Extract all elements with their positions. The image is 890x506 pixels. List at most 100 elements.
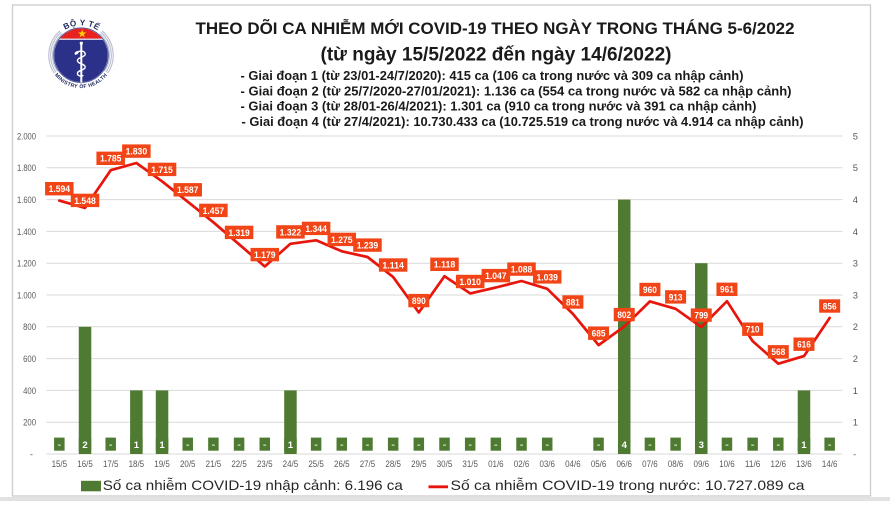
svg-text:2: 2 [853, 321, 858, 332]
svg-text:600: 600 [23, 354, 36, 364]
svg-text:4: 4 [622, 440, 628, 451]
svg-text:1: 1 [159, 440, 165, 451]
svg-text:20/5: 20/5 [180, 458, 196, 469]
svg-text:16/5: 16/5 [77, 458, 93, 469]
svg-text:19/5: 19/5 [154, 458, 170, 469]
svg-text:02/6: 02/6 [514, 458, 530, 469]
svg-text:1.039: 1.039 [536, 272, 558, 283]
svg-text:5: 5 [853, 162, 858, 173]
svg-text:799: 799 [694, 310, 708, 321]
svg-text:3: 3 [853, 289, 858, 300]
svg-text:710: 710 [746, 325, 760, 336]
svg-text:3: 3 [699, 440, 704, 451]
svg-text:Số ca nhiễm COVID-19 nhập cảnh: Số ca nhiễm COVID-19 nhập cảnh: 6.196 ca [103, 478, 403, 493]
svg-text:08/6: 08/6 [668, 458, 684, 469]
svg-text:21/5: 21/5 [206, 458, 222, 469]
svg-text:961: 961 [720, 285, 734, 296]
svg-text:802: 802 [617, 310, 631, 321]
svg-text:881: 881 [566, 297, 580, 308]
svg-text:07/6: 07/6 [642, 458, 658, 469]
svg-text:568: 568 [771, 347, 785, 358]
svg-text:685: 685 [592, 329, 606, 340]
svg-text:17/5: 17/5 [103, 458, 119, 469]
svg-text:10/6: 10/6 [719, 458, 735, 469]
svg-text:1.000: 1.000 [17, 290, 36, 300]
svg-text:1: 1 [288, 440, 294, 451]
svg-text:- Giai đoạn 1 (từ 23/01-24/7/2: - Giai đoạn 1 (từ 23/01-24/7/2020): 415 … [241, 68, 744, 83]
svg-text:- Giai đoạn 3 (từ 28/01-26/4/2: - Giai đoạn 3 (từ 28/01-26/4/2021): 1.30… [241, 99, 757, 114]
svg-text:15/5: 15/5 [52, 458, 68, 469]
svg-text:1: 1 [853, 385, 858, 396]
svg-text:4: 4 [853, 226, 858, 237]
svg-text:13/6: 13/6 [796, 458, 812, 469]
svg-text:04/6: 04/6 [565, 458, 581, 469]
svg-text:1.785: 1.785 [100, 154, 122, 165]
svg-text:1.275: 1.275 [331, 235, 353, 246]
svg-text:1: 1 [853, 417, 858, 428]
svg-text:12/6: 12/6 [771, 458, 787, 469]
svg-text:913: 913 [669, 292, 683, 303]
svg-text:1.594: 1.594 [49, 184, 71, 195]
svg-text:616: 616 [797, 340, 811, 351]
svg-text:-: - [853, 448, 856, 459]
svg-text:01/6: 01/6 [488, 458, 504, 469]
svg-text:2.000: 2.000 [17, 131, 36, 141]
svg-text:1.114: 1.114 [382, 260, 404, 271]
svg-text:800: 800 [23, 322, 36, 332]
svg-text:1.319: 1.319 [228, 228, 250, 239]
svg-text:1.715: 1.715 [151, 165, 173, 176]
svg-text:- Giai đoạn 2 (từ 25/7/2020-27: - Giai đoạn 2 (từ 25/7/2020-27/01/2021):… [241, 83, 792, 98]
svg-text:11/6: 11/6 [745, 458, 761, 469]
svg-text:22/5: 22/5 [231, 458, 247, 469]
svg-text:4: 4 [853, 194, 858, 205]
svg-text:BỘ Y TẾ: BỘ Y TẾ [62, 17, 102, 33]
svg-text:14/6: 14/6 [822, 458, 838, 469]
svg-text:- Giai đoạn 4 (từ 27/4/2021):: - Giai đoạn 4 (từ 27/4/2021): 10.730.433… [242, 114, 804, 129]
svg-text:1.239: 1.239 [357, 240, 379, 251]
svg-text:3: 3 [853, 258, 858, 269]
svg-text:24/5: 24/5 [283, 458, 299, 469]
svg-text:200: 200 [23, 418, 36, 428]
svg-text:1.587: 1.587 [177, 185, 199, 196]
svg-text:30/5: 30/5 [437, 458, 453, 469]
svg-text:1.322: 1.322 [280, 227, 302, 238]
svg-text:03/6: 03/6 [539, 458, 555, 469]
svg-text:2: 2 [853, 353, 858, 364]
svg-text:1.830: 1.830 [126, 147, 148, 158]
svg-text:1.800: 1.800 [17, 163, 36, 173]
svg-text:1.548: 1.548 [74, 196, 96, 207]
svg-text:1.118: 1.118 [434, 260, 456, 271]
svg-text:(từ ngày 15/5/2022 đến ngày 14: (từ ngày 15/5/2022 đến ngày 14/6/2022) [321, 45, 672, 66]
svg-text:1.047: 1.047 [485, 271, 507, 282]
svg-text:-: - [30, 448, 33, 459]
svg-text:25/5: 25/5 [308, 458, 324, 469]
svg-text:1.400: 1.400 [17, 227, 36, 237]
svg-text:1.088: 1.088 [511, 265, 533, 276]
svg-text:THEO DÕI CA NHIỄM MỚI COVID-19: THEO DÕI CA NHIỄM MỚI COVID-19 THEO NGÀY… [196, 18, 795, 38]
svg-text:1.457: 1.457 [203, 206, 225, 217]
svg-text:1.179: 1.179 [254, 250, 276, 261]
svg-text:27/5: 27/5 [360, 458, 376, 469]
svg-text:28/5: 28/5 [385, 458, 401, 469]
svg-text:5: 5 [853, 130, 858, 141]
svg-text:856: 856 [823, 301, 837, 312]
svg-text:05/6: 05/6 [591, 458, 607, 469]
svg-text:1.200: 1.200 [17, 259, 36, 269]
svg-text:29/5: 29/5 [411, 458, 427, 469]
svg-text:1.010: 1.010 [459, 277, 481, 288]
svg-text:1.600: 1.600 [17, 195, 36, 205]
svg-text:1: 1 [134, 440, 140, 451]
svg-text:09/6: 09/6 [694, 458, 710, 469]
svg-text:Số ca nhiễm COVID-19 trong nướ: Số ca nhiễm COVID-19 trong nước: 10.727.… [451, 478, 806, 493]
svg-text:960: 960 [643, 285, 657, 296]
svg-text:23/5: 23/5 [257, 458, 273, 469]
svg-text:1.344: 1.344 [305, 224, 327, 235]
svg-text:26/5: 26/5 [334, 458, 350, 469]
svg-text:890: 890 [412, 296, 426, 307]
svg-text:1: 1 [801, 440, 807, 451]
svg-text:31/5: 31/5 [462, 458, 478, 469]
svg-text:18/5: 18/5 [129, 458, 145, 469]
svg-text:06/6: 06/6 [616, 458, 632, 469]
svg-text:2: 2 [82, 440, 87, 451]
svg-text:400: 400 [23, 386, 36, 396]
